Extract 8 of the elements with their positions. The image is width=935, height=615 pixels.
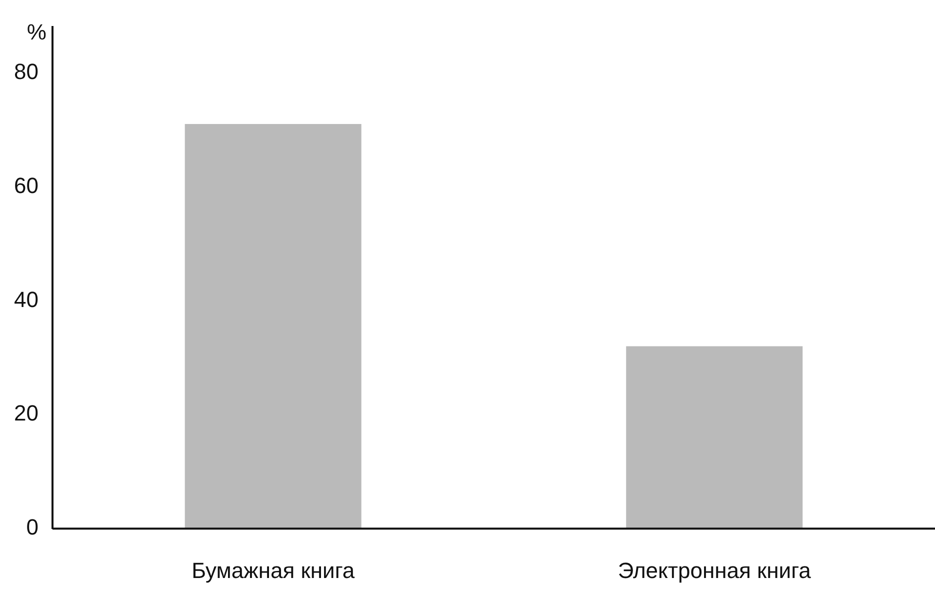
y-axis-title: % — [26, 19, 46, 44]
y-tick-label: 40 — [14, 286, 38, 312]
y-tick-label: 80 — [14, 58, 38, 84]
x-tick-label: Электронная книга — [618, 558, 812, 583]
y-tick-label: 0 — [26, 514, 38, 540]
y-tick-label: 60 — [14, 172, 38, 198]
x-tick-label: Бумажная книга — [192, 558, 356, 583]
y-tick-label: 20 — [14, 400, 38, 426]
